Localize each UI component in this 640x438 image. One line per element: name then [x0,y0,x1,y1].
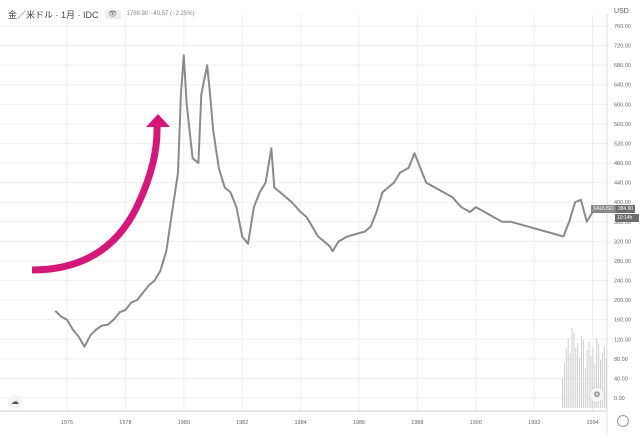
y-axis-label: 760.00 [614,24,631,30]
y-axis-label: 560.00 [614,122,631,128]
x-axis-label: 1980 [178,420,190,426]
x-axis-label: 1992 [528,420,540,426]
y-axis-label: 280.00 [614,259,631,265]
y-axis-label: 600.00 [614,102,631,108]
y-axis-label: 440.00 [614,181,631,187]
y-axis-label: 0.00 [614,396,625,402]
y-axis-label: 720.00 [614,44,631,50]
ohlc-values: 1769.90 −40.57 (−2.25%) [126,11,195,17]
y-axis-label: 680.00 [614,63,631,69]
price-tag-symbol: XAUUSD [591,205,616,213]
price-tag: XAUUSD 384.90 10:14h [591,205,639,222]
price-tag-countdown: 10:14h [615,214,639,222]
y-axis-label: 320.00 [614,239,631,245]
grid-lines [0,14,607,411]
x-axis-label: 1994 [586,420,598,426]
settings-float-button[interactable]: ⚙ [590,388,604,402]
x-axis-labels: 1976 1978 1980 1982 1984 1986 1988 1990 1992 1994 [61,420,599,426]
volume-bars [562,328,607,408]
x-axis-label: 1976 [61,420,73,426]
y-axis-label: 120.00 [614,337,631,343]
gear-icon: ⚙ [593,390,601,399]
legend-header: 金／米ドル · 1月 · IDC 👁 1769.90 −40.57 (−2.25… [8,6,195,22]
y-axis-label: 80.00 [614,357,628,363]
reset-chart-button[interactable]: ☁ [8,395,22,409]
y-axis-labels: 760.00 720.00 680.00 640.00 600.00 560.00 520.… [614,24,631,402]
price-line [54,54,599,348]
curved-arrow-annotation [31,125,161,274]
cloud-icon: ☁ [11,397,19,406]
y-axis-label: 360.00 [614,220,631,226]
currency-label: USD [614,8,629,15]
y-axis-label: 400.00 [614,200,631,206]
x-axis-label: 1978 [119,420,131,426]
axis-settings-button[interactable] [617,415,629,427]
y-axis-label: 40.00 [614,376,628,382]
y-axis-label: 520.00 [614,141,631,147]
symbol-title[interactable]: 金／米ドル · 1月 · IDC [8,9,99,20]
y-axis-label: 640.00 [614,83,631,89]
x-axis-label: 1990 [470,420,482,426]
y-axis-label: 240.00 [614,279,631,285]
eye-icon[interactable]: 👁 [104,9,121,19]
y-axis-label: 480.00 [614,161,631,167]
arrow-head-icon [146,114,170,127]
x-axis-label: 1986 [353,420,365,426]
price-tag-value: 384.90 [615,205,636,213]
x-axis-label: 1982 [236,420,248,426]
y-axis-label: 200.00 [614,298,631,304]
x-axis-label: 1988 [411,420,423,426]
x-axis-label: 1984 [294,420,306,426]
y-axis-label: 160.00 [614,318,631,324]
